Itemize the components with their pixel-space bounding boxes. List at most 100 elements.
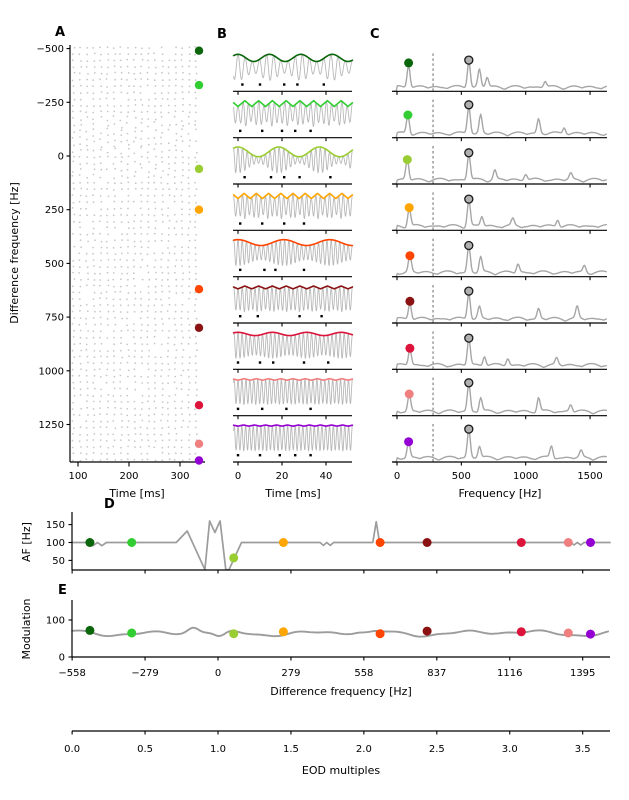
raster-dot bbox=[168, 167, 171, 170]
raster-dot bbox=[92, 79, 95, 81]
raster-dot bbox=[188, 79, 191, 81]
raster-dot bbox=[134, 99, 137, 101]
af-peak-marker bbox=[404, 389, 414, 399]
raster-dot bbox=[188, 169, 191, 172]
panel-c-spectra-column: 0 500 1000 1500 bbox=[392, 53, 607, 482]
raster-dot bbox=[119, 304, 122, 307]
e-x-tick-label: 837 bbox=[427, 668, 446, 679]
raster-dot bbox=[147, 52, 150, 55]
raster-dot bbox=[194, 355, 197, 358]
raster-dot bbox=[181, 330, 183, 332]
raster-dot bbox=[181, 208, 183, 211]
raster-dot bbox=[134, 214, 137, 217]
raster-dot bbox=[153, 148, 156, 151]
raster-dot bbox=[100, 395, 103, 397]
raster-dot bbox=[73, 71, 76, 74]
raster-dot bbox=[79, 46, 81, 49]
spike-dot bbox=[261, 407, 264, 411]
eod-peak-marker bbox=[464, 333, 474, 343]
raster-dot bbox=[106, 355, 109, 358]
raster-dot bbox=[134, 433, 137, 435]
raster-dot bbox=[78, 266, 81, 269]
raster-dot bbox=[174, 169, 177, 172]
raster-dot bbox=[127, 143, 130, 146]
raster-dot bbox=[73, 220, 75, 223]
raster-dot bbox=[188, 91, 190, 94]
raster-dot bbox=[99, 376, 102, 378]
raster-dot bbox=[112, 381, 115, 383]
raster-dot bbox=[93, 291, 96, 294]
raster-dot bbox=[127, 375, 129, 378]
raster-dot bbox=[180, 382, 183, 385]
raster-dot bbox=[180, 310, 183, 313]
e-x-tick-label: 1116 bbox=[497, 668, 522, 679]
raster-dot bbox=[106, 86, 108, 88]
raster-dot bbox=[100, 187, 103, 190]
raster-dot bbox=[162, 65, 164, 68]
raster-dot bbox=[139, 446, 142, 448]
raster-dot bbox=[148, 278, 151, 281]
eod-tick-label: 1.5 bbox=[283, 744, 299, 755]
raster-dot bbox=[78, 174, 81, 176]
spike-dot bbox=[241, 83, 244, 86]
raster-dot bbox=[120, 111, 122, 114]
raster-dot bbox=[99, 232, 101, 235]
raster-dot bbox=[94, 387, 96, 390]
raster-dot bbox=[85, 369, 88, 372]
raster-dot bbox=[134, 130, 137, 133]
raster-dot bbox=[112, 91, 115, 94]
raster-dot bbox=[168, 458, 171, 461]
raster-dot bbox=[99, 336, 101, 339]
raster-dot bbox=[160, 104, 163, 107]
raster-dot bbox=[112, 278, 115, 281]
af-line bbox=[71, 520, 611, 571]
raster-dot bbox=[134, 446, 136, 448]
raster-dot bbox=[175, 259, 178, 261]
raster-dot bbox=[127, 181, 130, 184]
raster-dot bbox=[85, 343, 88, 346]
raster-dot bbox=[71, 59, 74, 62]
raster-dot bbox=[72, 116, 74, 119]
raster-dot bbox=[121, 419, 123, 422]
raster-dot bbox=[86, 181, 89, 184]
raster-dot bbox=[106, 214, 108, 217]
raster-dot bbox=[119, 59, 122, 62]
raster-dot bbox=[79, 181, 81, 184]
raster-dot bbox=[80, 84, 82, 87]
raster-dot bbox=[120, 458, 123, 461]
raster-dot bbox=[106, 92, 109, 95]
raster-dot bbox=[80, 368, 82, 371]
a-y-tick-label: 1000 bbox=[39, 366, 64, 377]
raster-dot bbox=[92, 439, 95, 441]
raster-dot bbox=[162, 188, 164, 191]
raster-dot bbox=[87, 361, 89, 364]
raster-dot bbox=[100, 115, 103, 118]
raster-dot bbox=[141, 343, 144, 345]
raster-dot bbox=[140, 194, 142, 197]
raster-dot bbox=[73, 46, 76, 49]
raster-dot bbox=[79, 110, 82, 113]
raster-dot bbox=[93, 279, 96, 281]
raster-dot bbox=[154, 362, 157, 365]
spike-dot bbox=[263, 268, 266, 272]
raster-dot bbox=[100, 240, 103, 243]
raster-dot bbox=[114, 316, 116, 319]
raster-dot bbox=[73, 98, 76, 101]
raster-dot bbox=[107, 53, 110, 55]
raster-dot bbox=[92, 173, 95, 176]
spike-dot bbox=[302, 361, 306, 364]
raster-dot bbox=[154, 387, 156, 390]
raster-dot bbox=[153, 252, 156, 255]
raster-dot bbox=[113, 439, 116, 442]
raster-dot bbox=[187, 163, 190, 165]
raster-dot bbox=[98, 284, 101, 287]
raster-dot bbox=[119, 290, 122, 293]
raster-dot bbox=[146, 330, 149, 332]
raster-dot bbox=[174, 92, 177, 94]
raster-dot bbox=[147, 187, 149, 190]
raster-dot bbox=[133, 310, 136, 313]
raster-dot bbox=[188, 285, 191, 288]
raster-dot bbox=[153, 420, 156, 423]
raster-dot bbox=[72, 233, 74, 235]
raster-dot bbox=[182, 419, 185, 422]
